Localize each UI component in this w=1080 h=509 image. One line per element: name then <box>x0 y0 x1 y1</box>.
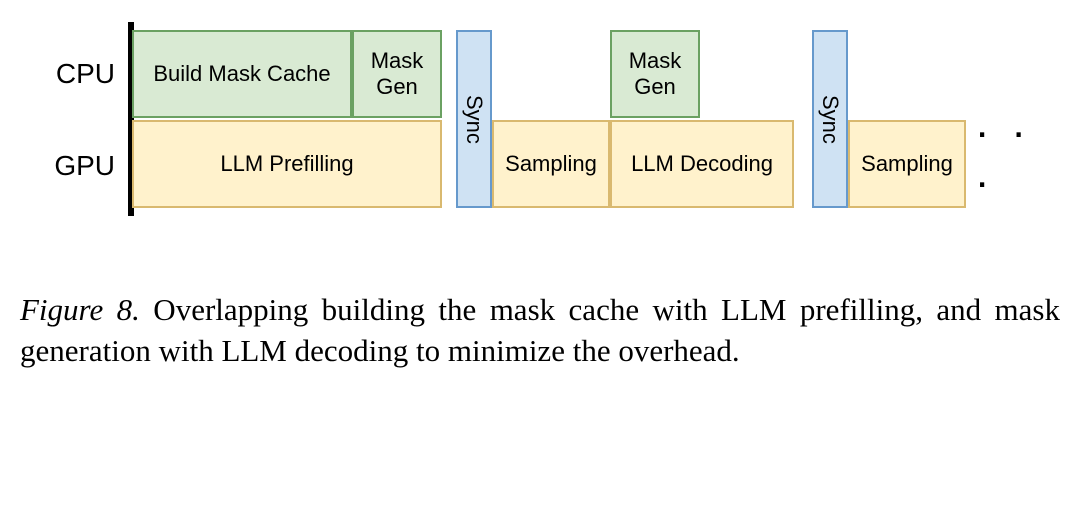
sync-2-label: Sync <box>817 95 843 144</box>
llm-decoding-label: LLM Decoding <box>631 151 773 177</box>
build-mask-cache-label: Build Mask Cache <box>153 61 330 87</box>
llm-prefilling-box: LLM Prefilling <box>132 120 442 208</box>
figure-caption: Figure 8. Overlapping building the mask … <box>20 290 1060 372</box>
build-mask-cache-box: Build Mask Cache <box>132 30 352 118</box>
figure-caption-text: Overlapping building the mask cache with… <box>20 292 1060 368</box>
sync-1-label: Sync <box>461 95 487 144</box>
cpu-row-label: CPU <box>40 58 115 90</box>
mask-gen-1-label: Mask Gen <box>371 48 424 101</box>
sampling-1-label: Sampling <box>505 151 597 177</box>
sampling-1-box: Sampling <box>492 120 610 208</box>
sync-2-box: Sync <box>812 30 848 208</box>
sync-1-box: Sync <box>456 30 492 208</box>
timing-diagram: CPU GPU Build Mask Cache Mask Gen LLM Pr… <box>30 20 1050 240</box>
mask-gen-2-box: Mask Gen <box>610 30 700 118</box>
sampling-2-box: Sampling <box>848 120 966 208</box>
mask-gen-1-box: Mask Gen <box>352 30 442 118</box>
figure-number: Figure 8. <box>20 292 140 327</box>
sampling-2-label: Sampling <box>861 151 953 177</box>
gpu-row-label: GPU <box>40 150 115 182</box>
continuation-ellipsis: . . . <box>976 98 1050 198</box>
llm-decoding-box: LLM Decoding <box>610 120 794 208</box>
mask-gen-2-label: Mask Gen <box>629 48 682 101</box>
llm-prefilling-label: LLM Prefilling <box>220 151 353 177</box>
